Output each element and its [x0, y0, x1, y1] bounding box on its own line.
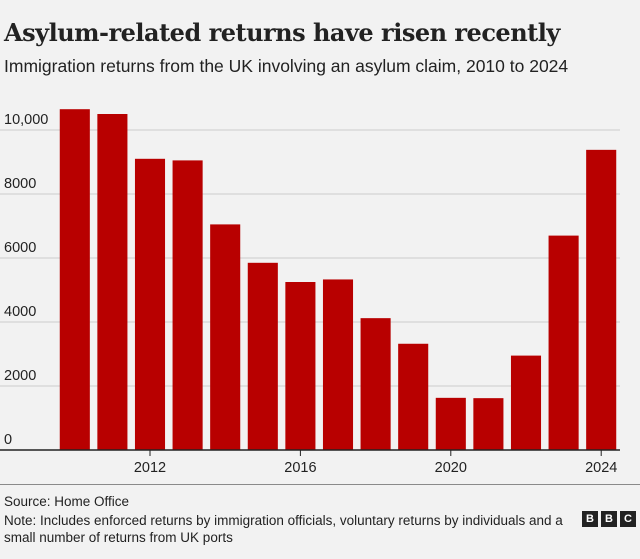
bbc-logo-letter: B — [582, 511, 598, 527]
axes: 0 2000 4000 6000 8000 10,000 2012 2016 2020 2024 — [0, 112, 620, 476]
x-tick-label: 2016 — [284, 460, 316, 476]
footer-divider — [0, 484, 640, 485]
bbc-logo-letter: B — [601, 511, 617, 527]
bar-2014 — [210, 224, 241, 450]
x-tick-label: 2012 — [134, 460, 166, 476]
x-tick-label: 2024 — [585, 460, 617, 476]
y-tick-label: 10,000 — [4, 112, 48, 128]
y-tick-label: 6000 — [4, 240, 36, 256]
bar-2010 — [59, 109, 90, 450]
x-tick-label: 2020 — [435, 460, 467, 476]
bbc-logo: B B C — [582, 511, 636, 527]
bar-2012 — [134, 158, 166, 451]
bar-2013 — [172, 160, 203, 450]
bar-2024 — [586, 149, 617, 450]
bar-2015 — [247, 262, 278, 450]
y-tick-label: 4000 — [4, 304, 36, 320]
bar-2022 — [510, 355, 542, 450]
bar-2016 — [285, 282, 316, 450]
bar-2019 — [398, 343, 429, 450]
bar-2018 — [360, 318, 391, 450]
bar-2017 — [322, 279, 354, 450]
source-text: Source: Home Office — [4, 494, 130, 509]
note-text: Note: Includes enforced returns by immig… — [4, 513, 563, 545]
y-tick-label: 8000 — [4, 176, 36, 192]
chart-subtitle: Immigration returns from the UK involvin… — [4, 56, 569, 76]
bbc-logo-letter: C — [620, 511, 636, 527]
bar-2011 — [97, 114, 128, 450]
y-tick-label: 0 — [4, 432, 12, 448]
bar-chart: 0 2000 4000 6000 8000 10,000 2012 2016 2020 2024 — [0, 109, 620, 476]
bar-2023 — [548, 235, 579, 450]
bar-2020 — [435, 397, 466, 450]
bars — [59, 109, 617, 451]
chart-title: Asylum-related returns have risen recent… — [4, 18, 560, 47]
bar-2021 — [473, 398, 504, 450]
y-tick-label: 2000 — [4, 368, 36, 384]
